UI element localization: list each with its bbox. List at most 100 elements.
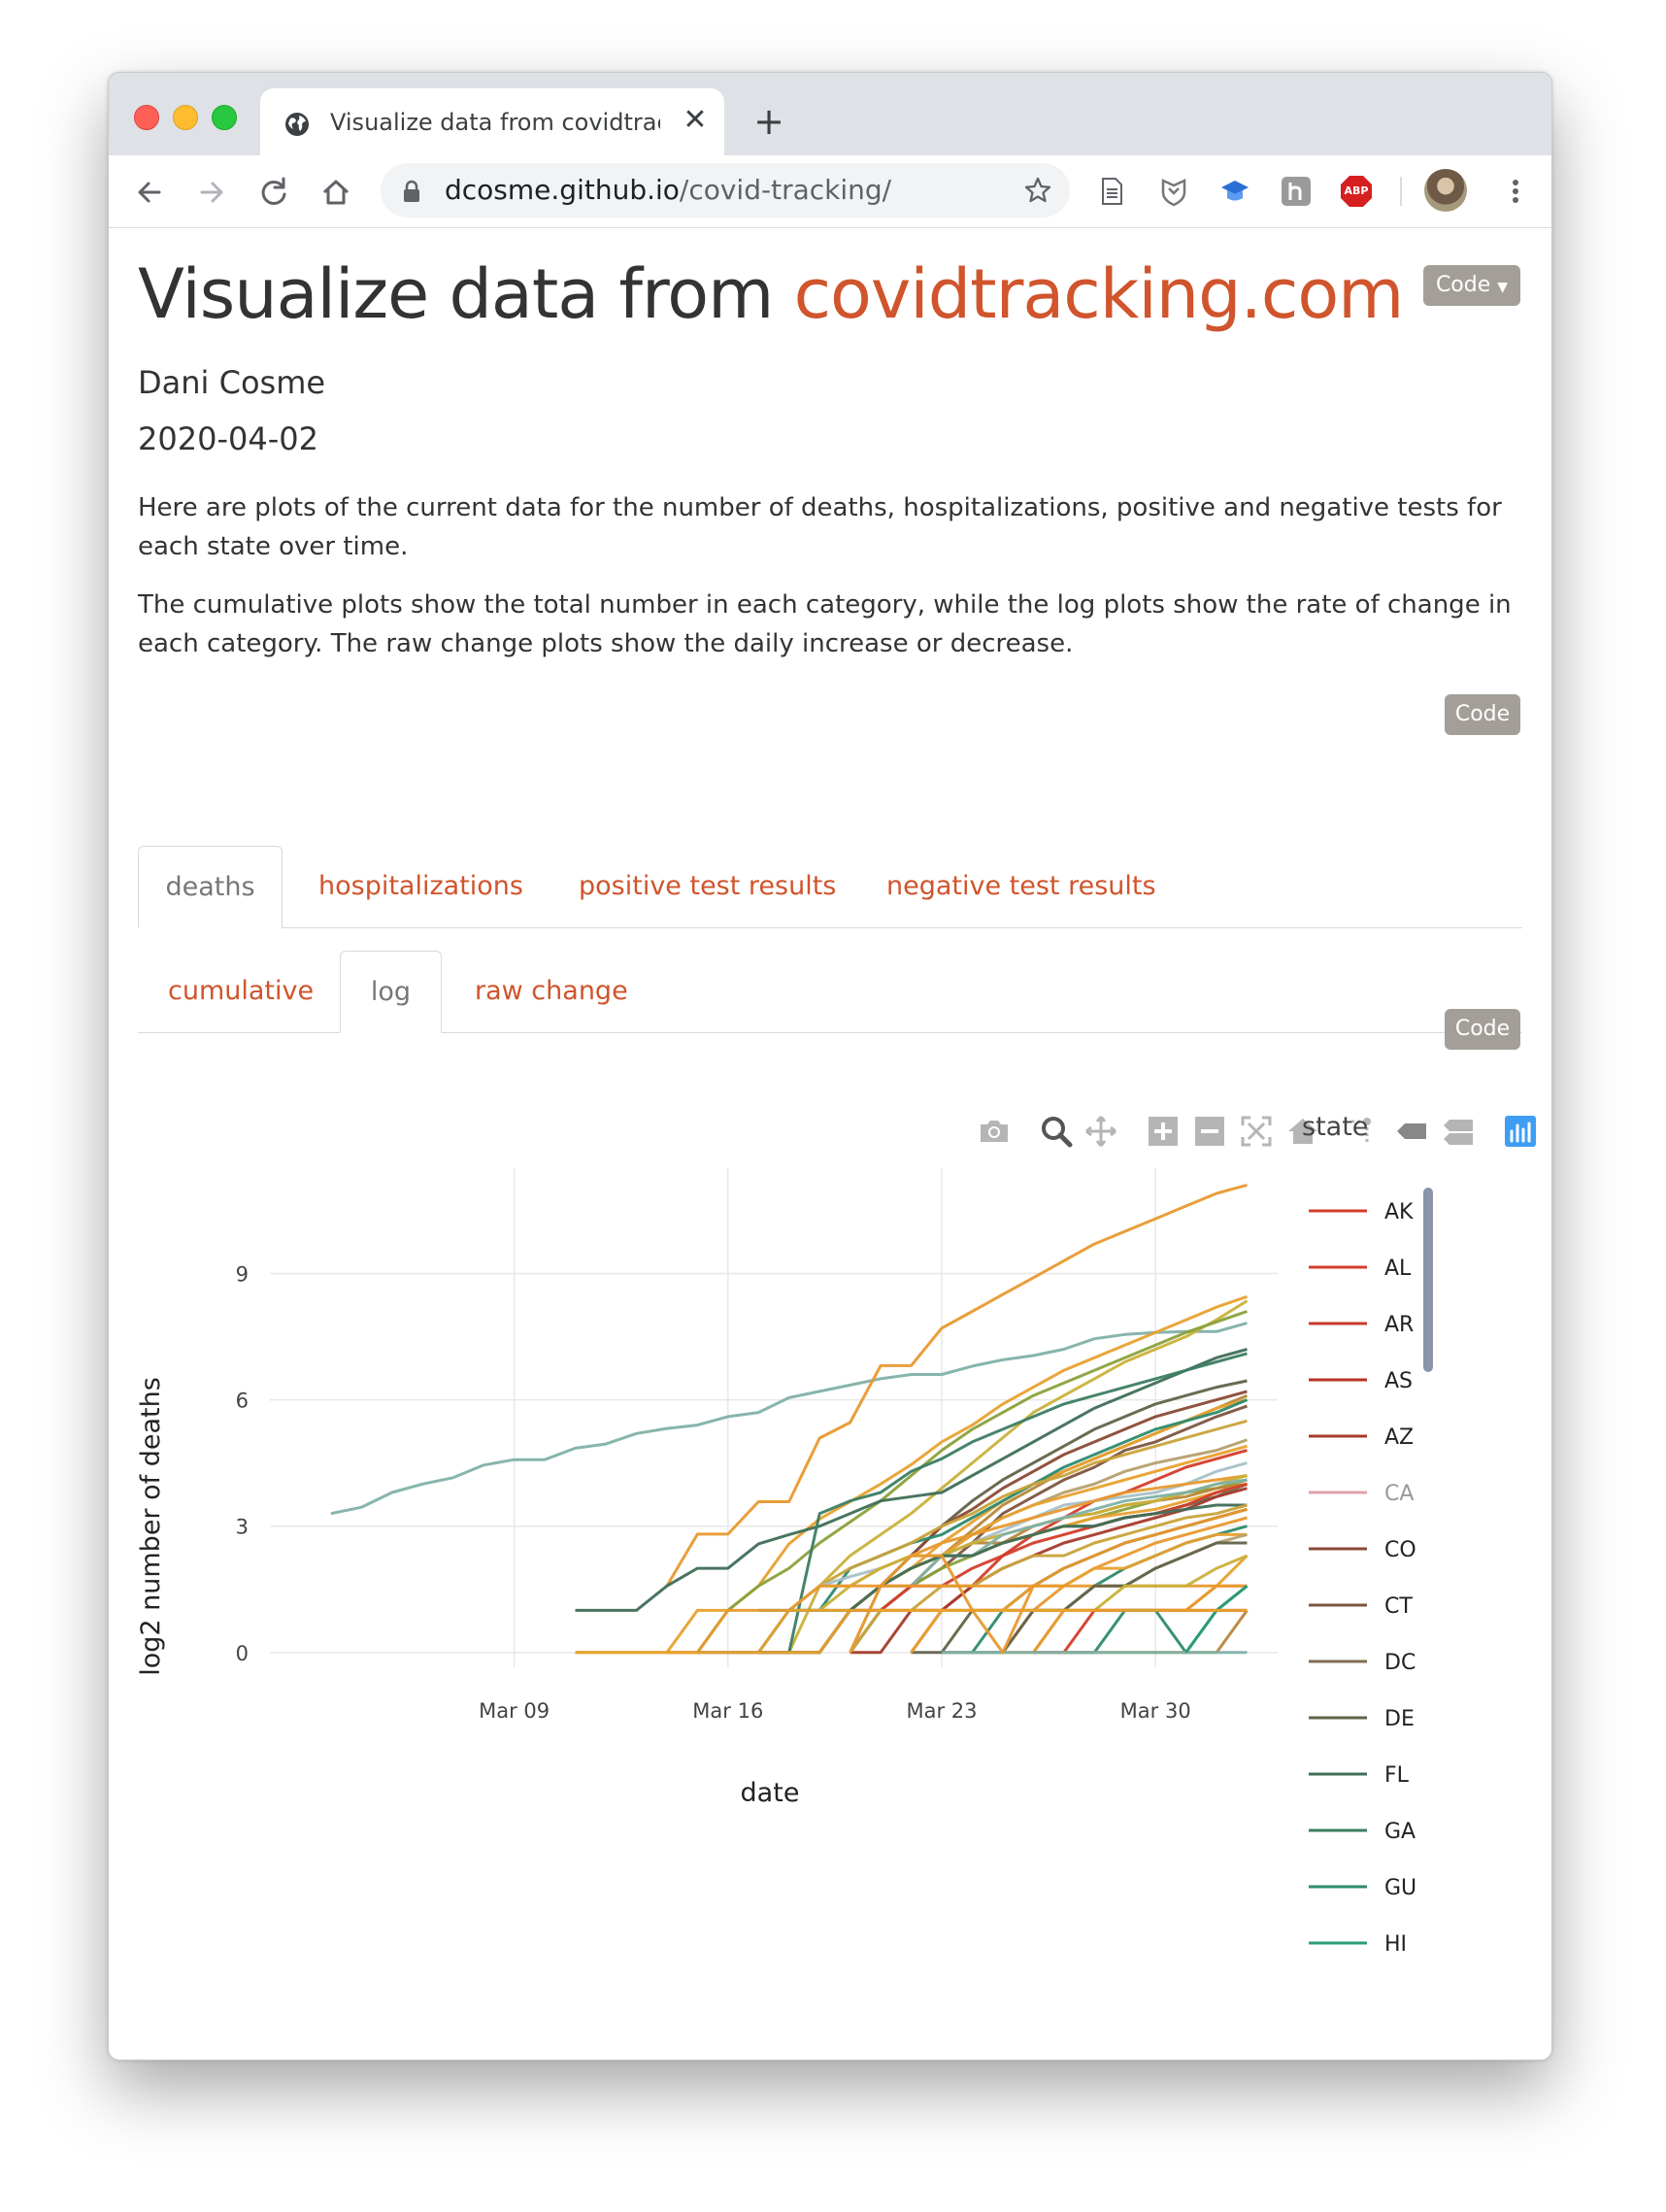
legend-item-label[interactable]: GU bbox=[1384, 1876, 1416, 1900]
series-line bbox=[787, 1419, 1248, 1612]
tab-log[interactable]: log bbox=[340, 951, 442, 1033]
y-tick-label: 6 bbox=[236, 1390, 249, 1413]
profile-avatar[interactable] bbox=[1424, 169, 1467, 212]
plot-modebar bbox=[866, 1102, 1546, 1160]
series-line bbox=[1032, 1554, 1249, 1654]
new-tab-button[interactable]: + bbox=[753, 100, 784, 143]
home-icon[interactable] bbox=[317, 173, 355, 212]
view-tabs: cumulative log raw change bbox=[138, 951, 1522, 1033]
series-line bbox=[1184, 1585, 1249, 1654]
tab-deaths[interactable]: deaths bbox=[138, 846, 283, 928]
y-axis-title: log2 number of deaths bbox=[136, 1377, 166, 1676]
adblock-extension-label: ABP bbox=[1344, 184, 1369, 197]
hypothesis-extension-icon[interactable] bbox=[1280, 175, 1313, 208]
zoom-out-icon[interactable] bbox=[1192, 1114, 1227, 1149]
camera-icon[interactable] bbox=[977, 1114, 1012, 1149]
code-button-1[interactable]: Code bbox=[1445, 694, 1520, 735]
close-window-button[interactable] bbox=[134, 105, 159, 130]
page-title: Visualize data from covidtracking.com bbox=[138, 254, 1405, 334]
series-line bbox=[575, 1348, 1248, 1612]
graduation-cap-extension-icon[interactable] bbox=[1218, 175, 1251, 208]
chart-svg: Mar 09 Mar 16 Mar 23 Mar 30 0 3 6 9 date log2 num… bbox=[136, 1168, 1433, 1957]
legend-item-label[interactable]: DE bbox=[1384, 1707, 1415, 1731]
plot-container: state Mar 09 Mar 16 Mar 23 Mar 30 0 3 6 9 date lo… bbox=[109, 1102, 1551, 2060]
legend-item-label[interactable]: CA bbox=[1384, 1482, 1414, 1506]
bookmark-star-icon[interactable] bbox=[1023, 176, 1052, 205]
legend-item-label[interactable]: AS bbox=[1384, 1369, 1413, 1393]
title-link[interactable]: covidtracking.com bbox=[793, 254, 1405, 334]
spike-lines-icon[interactable] bbox=[1348, 1114, 1383, 1149]
reload-icon[interactable] bbox=[254, 173, 293, 212]
legend-item-label[interactable]: CO bbox=[1384, 1538, 1416, 1562]
legend-item-label[interactable]: AR bbox=[1384, 1313, 1414, 1337]
series-line bbox=[849, 1503, 1248, 1654]
x-tick-label: Mar 30 bbox=[1120, 1699, 1191, 1723]
reset-axes-home-icon[interactable] bbox=[1285, 1114, 1320, 1149]
shield-extension-icon[interactable] bbox=[1157, 175, 1190, 208]
series-line bbox=[849, 1507, 1248, 1655]
tab-negative-test-results[interactable]: negative test results bbox=[886, 871, 1156, 901]
tab-cumulative[interactable]: cumulative bbox=[168, 976, 315, 1006]
publish-date: 2020-04-02 bbox=[138, 420, 318, 457]
close-tab-icon[interactable]: ✕ bbox=[683, 103, 708, 137]
hover-compare-icon[interactable] bbox=[1441, 1114, 1476, 1149]
series-line bbox=[666, 1474, 1248, 1655]
series-line bbox=[758, 1352, 1248, 1655]
minimize-window-button[interactable] bbox=[173, 105, 198, 130]
plotly-logo-icon[interactable] bbox=[1503, 1114, 1538, 1149]
address-bar[interactable]: dcosme.github.io/covid-tracking/ bbox=[381, 163, 1070, 218]
menu-dots-icon[interactable] bbox=[1499, 175, 1532, 208]
series-line bbox=[575, 1294, 1248, 1655]
author: Dani Cosme bbox=[138, 364, 326, 401]
y-tick-label: 3 bbox=[236, 1516, 249, 1539]
series-line bbox=[817, 1482, 1248, 1654]
tab-hospitalizations[interactable]: hospitalizations bbox=[318, 871, 523, 901]
x-axis-title: date bbox=[741, 1778, 800, 1808]
intro-paragraph: Here are plots of the current data for t… bbox=[138, 493, 1502, 561]
tab-title: Visualize data from covidtracking bbox=[330, 109, 660, 136]
series-line bbox=[697, 1503, 1248, 1655]
code-dropdown-button[interactable]: Code ▼ bbox=[1423, 265, 1520, 306]
browser-toolbar: dcosme.github.io/covid-tracking/ ABP bbox=[109, 155, 1551, 228]
zoom-in-icon[interactable] bbox=[1146, 1114, 1181, 1149]
explanation-paragraph: The cumulative plots show the total numb… bbox=[138, 590, 1512, 658]
series-line bbox=[330, 1322, 1248, 1516]
browser-tab[interactable]: Visualize data from covidtracking ✕ bbox=[260, 88, 724, 155]
hover-closest-icon[interactable] bbox=[1394, 1114, 1429, 1149]
category-tabs: deaths hospitalizations positive test re… bbox=[138, 846, 1522, 928]
legend-item-label[interactable]: CT bbox=[1384, 1594, 1413, 1619]
legend-item-label[interactable]: HI bbox=[1384, 1932, 1407, 1957]
legend-item-label[interactable]: FL bbox=[1384, 1763, 1410, 1788]
legend-item-label[interactable]: AL bbox=[1384, 1257, 1412, 1281]
legend-item-label[interactable]: AK bbox=[1384, 1200, 1414, 1224]
tab-positive-test-results[interactable]: positive test results bbox=[579, 871, 837, 901]
x-tick-label: Mar 23 bbox=[906, 1699, 977, 1723]
series-line bbox=[758, 1398, 1249, 1612]
tab-raw-change[interactable]: raw change bbox=[475, 976, 628, 1006]
zoom-window-button[interactable] bbox=[212, 105, 237, 130]
tab-strip: Visualize data from covidtracking ✕ + bbox=[109, 73, 1551, 155]
toolbar-divider bbox=[1400, 177, 1402, 206]
legend-item-label[interactable]: DC bbox=[1384, 1651, 1416, 1675]
series-line bbox=[1001, 1516, 1248, 1654]
zoom-icon[interactable] bbox=[1039, 1114, 1074, 1149]
x-tick-label: Mar 16 bbox=[692, 1699, 763, 1723]
series-line bbox=[575, 1608, 1248, 1655]
legend-item-label[interactable]: GA bbox=[1384, 1820, 1416, 1844]
autoscale-icon[interactable] bbox=[1239, 1114, 1274, 1149]
forward-icon[interactable] bbox=[192, 173, 231, 212]
adblock-extension-icon[interactable]: ABP bbox=[1340, 175, 1373, 208]
pan-icon[interactable] bbox=[1083, 1114, 1118, 1149]
legend-item-label[interactable]: AZ bbox=[1384, 1425, 1414, 1450]
code-button-2[interactable]: Code bbox=[1445, 1009, 1520, 1050]
url-text: dcosme.github.io/covid-tracking/ bbox=[445, 174, 892, 206]
browser-window: Visualize data from covidtracking ✕ + dc… bbox=[108, 72, 1552, 2061]
series-line bbox=[666, 1310, 1248, 1655]
back-icon[interactable] bbox=[130, 173, 169, 212]
page-content: Visualize data from covidtracking.com Co… bbox=[109, 228, 1551, 2060]
legend-title: state bbox=[1302, 1112, 1369, 1142]
legend: AK AL AR AS AZ CA CO CT DC DE FL GA GU HI bbox=[1309, 1200, 1416, 1957]
y-tick-label: 9 bbox=[236, 1262, 249, 1286]
caret-down-icon: ▼ bbox=[1497, 280, 1509, 295]
reader-extension-icon[interactable] bbox=[1095, 175, 1128, 208]
